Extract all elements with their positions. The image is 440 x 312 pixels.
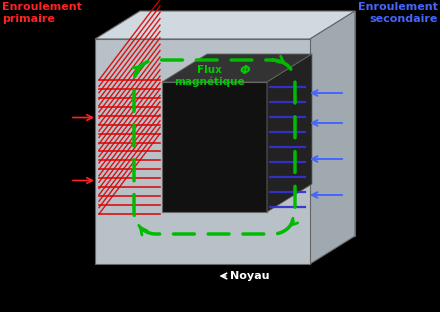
Polygon shape [162,82,267,212]
Polygon shape [267,54,312,212]
Text: Φ: Φ [239,64,250,77]
Polygon shape [95,11,355,39]
Polygon shape [162,54,312,82]
Text: Enroulement
primaire: Enroulement primaire [2,2,82,24]
Text: Noyau: Noyau [230,271,269,281]
Text: Flux
magnétique: Flux magnétique [174,65,245,87]
Polygon shape [310,11,355,264]
Text: Enroulement
secondaire: Enroulement secondaire [358,2,438,24]
Polygon shape [95,39,310,264]
Polygon shape [207,54,312,184]
Polygon shape [140,11,355,236]
